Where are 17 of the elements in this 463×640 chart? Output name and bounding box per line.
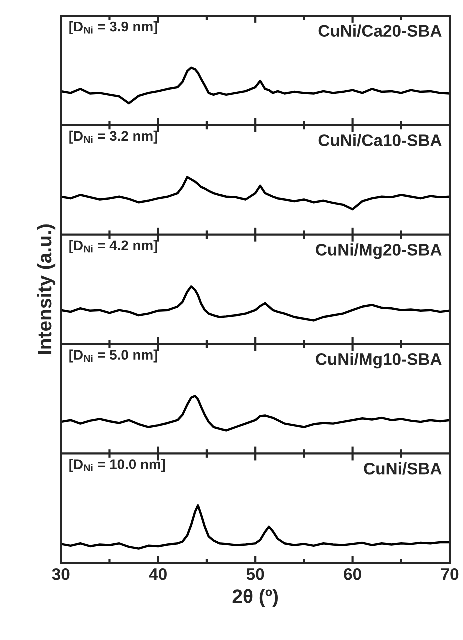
text: CuNi/Mg20-SBA bbox=[316, 244, 442, 260]
x-tick-label: 30 bbox=[52, 568, 70, 580]
x-axis-title: 2θ (º) bbox=[232, 589, 278, 608]
text: [D$_{Ni}$ = 3.9 nm] bbox=[70, 21, 158, 34]
x-tick-label: 70 bbox=[441, 568, 459, 580]
text: [D$_{Ni}$ = 10.0 nm] bbox=[70, 459, 166, 472]
text: CuNi/Mg10-SBA bbox=[316, 353, 442, 369]
x-tick-label: 40 bbox=[149, 568, 167, 580]
text: [D$_{Ni}$ = 3.2 nm] bbox=[70, 130, 158, 144]
text: [D$_{Ni}$ = 4.2 nm] bbox=[70, 240, 158, 254]
text: CuNi/Ca10-SBA bbox=[318, 134, 442, 147]
x-tick-label: 60 bbox=[344, 568, 362, 580]
y-axis-title: Intensity (a.u.) bbox=[37, 224, 56, 354]
x-tick-label: 50 bbox=[246, 568, 264, 580]
text: [D$_{Ni}$ = 5.0 nm] bbox=[70, 350, 158, 363]
text: CuNi/SBA bbox=[364, 462, 442, 475]
text: CuNi/Ca20-SBA bbox=[318, 24, 442, 38]
